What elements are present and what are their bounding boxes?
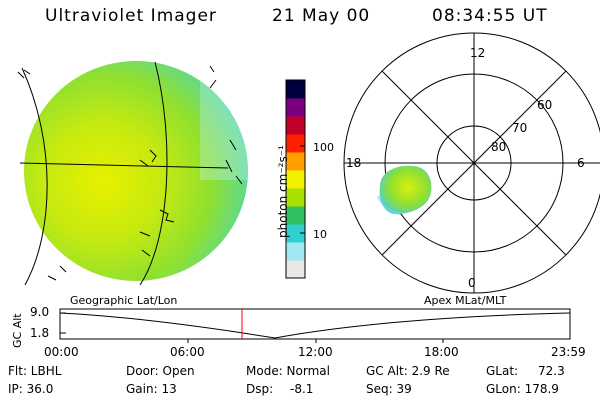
colorbar — [285, 79, 306, 279]
timeline-ytick-1.8: 1.8 — [30, 326, 50, 340]
timeline-xtick-0600: 06:00 — [170, 345, 205, 359]
mode-status: Mode: Normal — [246, 364, 330, 378]
gc-altitude-curve — [59, 312, 571, 339]
observation-date: 21 May 00 — [272, 6, 371, 26]
polar-plot — [343, 32, 600, 294]
colorbar-frame — [285, 79, 306, 279]
colorbar-tick-10: 10 — [313, 228, 327, 241]
colorbar-segment — [286, 134, 305, 153]
filter-status: Flt: LBHL — [8, 364, 62, 378]
ip-status: IP: 36.0 — [8, 382, 54, 396]
timeline-xtick-1800: 18:00 — [424, 345, 459, 359]
timeline-left-label: Geographic Lat/Lon — [70, 294, 178, 307]
colorbar-segment — [286, 116, 305, 135]
colorbar-tick-100: 100 — [313, 141, 334, 154]
timeline-xtick-0000: 00:00 — [44, 345, 79, 359]
door-status: Door: Open — [126, 364, 195, 378]
glon-status: GLon: 178.9 — [486, 382, 559, 396]
dsp-label: Dsp: — [246, 382, 274, 396]
seq-status: Seq: 39 — [366, 382, 412, 396]
aurora-emission-region — [379, 165, 432, 214]
timeline-ytick-9: 9.0 — [30, 305, 50, 319]
observation-time: 08:34:55 UT — [432, 6, 548, 26]
glat-value: 72.3 — [538, 364, 565, 378]
mlt-label-0: 0 — [468, 276, 476, 290]
dsp-value: -8.1 — [290, 382, 314, 396]
colorbar-segment — [286, 224, 305, 243]
timeline-axis-title: GC Alt — [11, 313, 24, 348]
timeline-xtick-2359: 23:59 — [551, 345, 586, 359]
colorbar-segment — [286, 260, 305, 279]
uv-earth-image — [17, 61, 248, 286]
mlt-label-18: 18 — [346, 156, 362, 170]
colorbar-segment — [286, 170, 305, 189]
timeline-plot — [59, 308, 571, 343]
lat-label-60: 60 — [537, 98, 553, 112]
glat-label: GLat: — [486, 364, 519, 378]
timeline-right-label: Apex MLat/MLT — [424, 294, 507, 307]
colorbar-unit-label: photon cm⁻²s⁻¹ — [276, 145, 290, 238]
colorbar-segment — [286, 188, 305, 207]
colorbar-segment — [286, 206, 305, 225]
gain-status: Gain: 13 — [126, 382, 177, 396]
colorbar-segment — [286, 80, 305, 99]
timeline-xtick-1200: 12:00 — [298, 345, 333, 359]
colorbar-segment — [286, 152, 305, 171]
lat-label-80: 80 — [491, 140, 507, 154]
colorbar-segment — [286, 98, 305, 117]
lat-label-70: 70 — [512, 121, 528, 135]
instrument-title: Ultraviolet Imager — [45, 6, 217, 26]
colorbar-segment — [286, 242, 305, 261]
gc-alt-status: GC Alt: 2.9 Re — [366, 364, 450, 378]
mlt-label-6: 6 — [577, 156, 585, 170]
mlt-label-12: 12 — [470, 46, 486, 60]
